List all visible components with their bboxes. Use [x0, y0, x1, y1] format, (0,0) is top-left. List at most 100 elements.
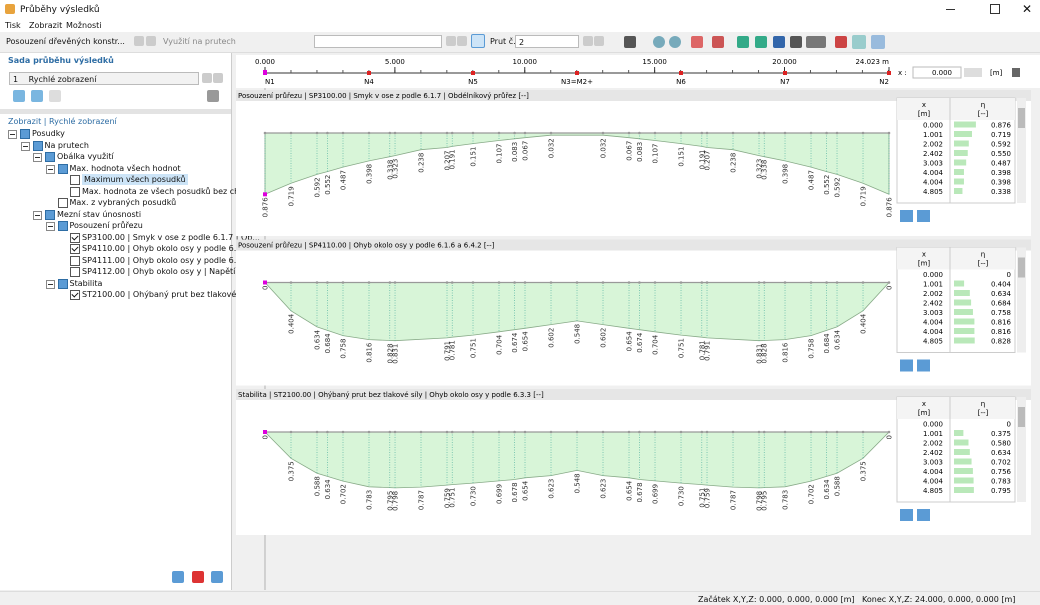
tool-button[interactable]	[835, 36, 847, 48]
select-member-button[interactable]	[471, 34, 485, 48]
filter-button[interactable]	[917, 509, 930, 521]
tool-button[interactable]	[691, 36, 703, 48]
tool-button[interactable]	[773, 36, 785, 48]
set-combo[interactable]: 1 Rychlé zobrazení	[9, 72, 199, 85]
uncheck-all-button[interactable]	[192, 571, 204, 583]
menu-item[interactable]: Možnosti	[66, 21, 102, 30]
tool-button[interactable]	[755, 36, 767, 48]
cell-x: 4.805	[923, 188, 943, 196]
column-unit: [m]	[918, 260, 931, 268]
point	[783, 131, 787, 135]
next-button[interactable]	[146, 36, 156, 46]
table-header	[897, 397, 1015, 419]
checkbox[interactable]	[70, 290, 80, 300]
prev-button[interactable]	[446, 36, 456, 46]
section-title: Zobrazit | Rychlé zobrazení	[8, 117, 117, 126]
next-button[interactable]	[594, 36, 604, 46]
expander[interactable]	[33, 210, 42, 220]
tree-item[interactable]: SP4110.00 | Ohyb okolo osy y podle 6.1.6…	[0, 243, 259, 254]
expander[interactable]	[20, 141, 30, 151]
prev-button[interactable]	[202, 73, 212, 83]
tool-button[interactable]	[712, 36, 724, 48]
checkbox[interactable]	[70, 244, 80, 254]
edit-set-button[interactable]	[49, 90, 61, 102]
module-combo[interactable]: Posouzení dřevěných konstr...	[6, 37, 125, 46]
cell-x: 4.805	[923, 338, 943, 346]
max-button[interactable]	[900, 359, 913, 372]
value-label: 0.588	[834, 476, 842, 496]
tool-button[interactable]	[790, 36, 802, 48]
empty-combo[interactable]	[314, 35, 442, 48]
tree-item[interactable]: SP4112.00 | Ohyb okolo osy y | Napětí v …	[0, 266, 261, 277]
tree-item[interactable]: SP4111.00 | Ohyb okolo osy y podle 6.4.3	[0, 255, 249, 266]
tool-button[interactable]	[852, 35, 866, 49]
checkbox[interactable]	[57, 198, 68, 208]
expander[interactable]	[33, 153, 42, 162]
expander[interactable]	[8, 130, 17, 139]
tree-item[interactable]: SP3100.00 | Smyk v ose z podle 6.1.7 | O…	[0, 232, 260, 243]
checkbox[interactable]	[70, 186, 80, 197]
max-button[interactable]	[900, 210, 913, 222]
checkbox[interactable]	[70, 175, 80, 185]
tree-item[interactable]: ST2100.00 | Ohýbaný prut bez tlakové síl…	[0, 289, 262, 300]
point	[731, 430, 735, 434]
maximize[interactable]	[990, 4, 1000, 14]
invert-button[interactable]	[211, 571, 223, 583]
value-label: 0.795	[761, 491, 769, 511]
print-button[interactable]	[624, 36, 636, 48]
copy-set-button[interactable]	[31, 90, 43, 102]
check-all-button[interactable]	[172, 571, 184, 583]
tree-item[interactable]: Max. z vybraných posudků	[0, 197, 231, 208]
tree-item[interactable]: Stabilita	[0, 278, 231, 289]
tree-item[interactable]: Posouzení průřezu	[0, 220, 231, 231]
close[interactable]: ✕	[1022, 2, 1033, 16]
prev-button[interactable]	[583, 36, 593, 46]
tree-item[interactable]: Mezní stav únosnosti	[0, 209, 231, 220]
next-button[interactable]	[457, 36, 467, 46]
value-label: 0.191	[698, 149, 706, 169]
tool-button[interactable]	[806, 36, 826, 48]
tree-item[interactable]: Posudky	[0, 128, 231, 139]
point	[388, 281, 392, 284]
delete-set-button[interactable]	[207, 90, 219, 102]
new-set-button[interactable]	[13, 90, 25, 102]
value-label: 0.548	[574, 473, 582, 493]
expander[interactable]	[45, 279, 55, 289]
value-label: 0.758	[808, 339, 816, 359]
minimize[interactable]	[946, 9, 955, 10]
menu-item[interactable]: Tisk	[5, 21, 21, 30]
node-label: N4	[364, 78, 374, 86]
scroll-thumb	[1018, 257, 1025, 278]
menu-item[interactable]: Zobrazit	[29, 21, 63, 30]
expander[interactable]	[45, 222, 55, 231]
expander[interactable]	[45, 164, 55, 174]
point	[679, 430, 683, 434]
tool-button[interactable]	[871, 35, 885, 49]
result-combo[interactable]: Využití na prutech	[163, 37, 236, 46]
value-label: 0.678	[511, 482, 519, 502]
tree-item[interactable]: Max. hodnota všech hodnot	[0, 163, 231, 174]
next-button[interactable]	[213, 73, 223, 83]
max-button[interactable]	[900, 509, 913, 521]
panel-header	[236, 90, 1031, 101]
point	[653, 131, 657, 135]
zoom-out-button[interactable]	[669, 36, 681, 48]
tree-item[interactable]: Obálka využití	[0, 151, 231, 162]
filter-button[interactable]	[917, 210, 930, 222]
tree-item[interactable]: Maximum všech posudků	[0, 174, 231, 185]
member-combo[interactable]: 2	[515, 35, 579, 48]
node-label: N2	[879, 78, 889, 86]
checkbox[interactable]	[70, 232, 80, 243]
point	[326, 281, 329, 284]
value-label: 0	[262, 435, 270, 439]
tree-item[interactable]: Max. hodnota ze všech posudků bez chyb	[0, 186, 249, 197]
zoom-in-button[interactable]	[653, 36, 665, 48]
prev-button[interactable]	[134, 36, 144, 46]
checkbox[interactable]	[70, 255, 80, 266]
tree-item[interactable]: Na prutech	[0, 140, 231, 151]
point	[326, 430, 329, 434]
tool-button[interactable]	[737, 36, 749, 48]
filter-button[interactable]	[917, 359, 930, 372]
checkbox[interactable]	[70, 267, 80, 277]
value-label: 0.067	[522, 141, 530, 161]
